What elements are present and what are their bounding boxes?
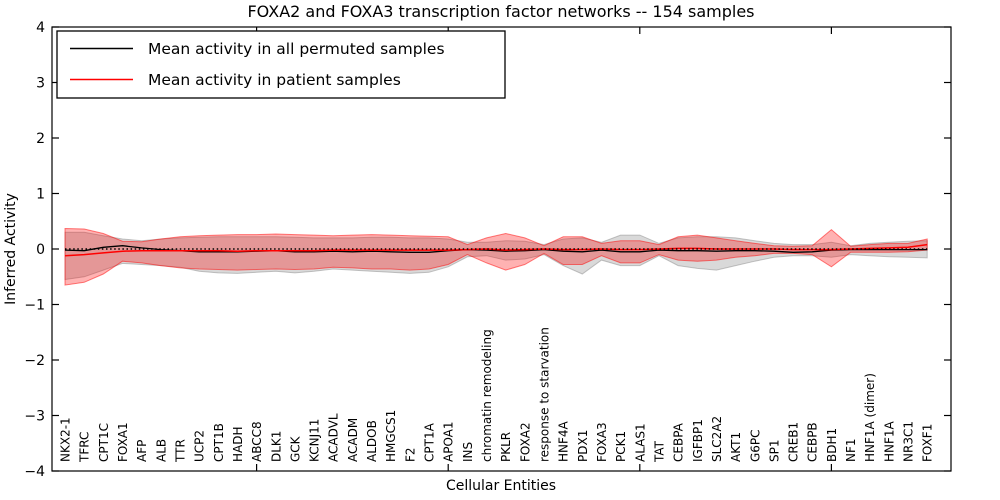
legend-box — [56, 30, 506, 99]
permuted-std-band — [64, 231, 928, 281]
category-label: TTR — [174, 439, 188, 463]
y-tick-label: 0 — [36, 242, 45, 258]
patient-std-band — [64, 227, 928, 286]
chart-title: FOXA2 and FOXA3 transcription factor net… — [247, 2, 754, 21]
category-label: ALAS1 — [633, 423, 647, 462]
category-label: AKT1 — [729, 432, 743, 462]
category-label: HNF1A — [882, 420, 896, 462]
category-label: IGFBP1 — [691, 419, 705, 462]
category-label: INS — [461, 442, 475, 462]
category-label: CPT1A — [423, 422, 437, 462]
category-label: DLK1 — [269, 431, 283, 462]
y-tick-label: 3 — [36, 76, 45, 92]
category-label: ABCC8 — [250, 421, 264, 462]
category-label: AFP — [135, 440, 149, 462]
category-label: HNF1A (dimer) — [863, 373, 877, 462]
category-label: FOXA2 — [518, 422, 532, 462]
category-label: NF1 — [844, 438, 858, 462]
category-label: GCK — [288, 435, 302, 462]
category-label: TAT — [653, 440, 667, 463]
category-label: CEBPA — [672, 422, 686, 462]
category-label: PDX1 — [576, 430, 590, 462]
category-label: FOXA1 — [116, 422, 130, 462]
y-tick-label: 1 — [36, 187, 45, 203]
category-label: KCNJ11 — [308, 419, 322, 462]
category-label: response to starvation — [538, 327, 552, 462]
category-label: CEBPB — [806, 422, 820, 462]
y-tick-label: 4 — [36, 20, 45, 36]
x-axis-label: Cellular Entities — [446, 478, 556, 494]
category-label: ACADM — [346, 418, 360, 462]
category-label: HNF4A — [557, 420, 571, 462]
category-label: CPT1B — [212, 423, 226, 462]
legend: Mean activity in all permuted samples Me… — [56, 30, 506, 99]
category-label: F2 — [403, 447, 417, 462]
category-label: SLC2A2 — [710, 416, 724, 462]
category-label: ALDOB — [365, 420, 379, 462]
category-label: HADH — [231, 427, 245, 463]
category-label: BDH1 — [825, 428, 839, 462]
category-label: ALB — [154, 439, 168, 462]
legend-label-patient: Mean activity in patient samples — [148, 71, 401, 89]
category-label: NR3C1 — [902, 421, 916, 462]
category-label: UCP2 — [193, 430, 207, 462]
category-label: FOXF1 — [921, 424, 935, 462]
category-label: ACADVL — [327, 413, 341, 462]
y-tick-label: −1 — [24, 298, 45, 314]
category-label: FOXA3 — [595, 422, 609, 462]
category-label: CPT1C — [97, 423, 111, 462]
category-label: APOA1 — [442, 421, 456, 462]
category-label: CREB1 — [787, 422, 801, 462]
category-label: SP1 — [767, 440, 781, 463]
category-label: G6PC — [748, 429, 762, 462]
category-label: PCK1 — [614, 431, 628, 462]
plot-area: −4 −3 −2 −1 0 1 2 3 4 NKX2-1 TFRC CPT1C FOXA1 AFP ALB T… — [24, 20, 952, 480]
permuted-mean-line — [64, 245, 928, 253]
category-label: PKLR — [499, 432, 513, 462]
legend-label-permuted: Mean activity in all permuted samples — [148, 40, 445, 58]
y-tick-label: −3 — [24, 409, 45, 425]
category-label: TFRC — [78, 432, 92, 463]
category-label: HMGCS1 — [384, 410, 398, 462]
y-tick-label: −4 — [24, 464, 45, 480]
category-label: chromatin remodeling — [480, 329, 494, 462]
y-tick-label: 2 — [36, 131, 45, 147]
y-axis-label: Inferred Activity — [3, 193, 19, 305]
y-tick-label: −2 — [24, 353, 45, 369]
category-label: NKX2-1 — [59, 417, 73, 462]
